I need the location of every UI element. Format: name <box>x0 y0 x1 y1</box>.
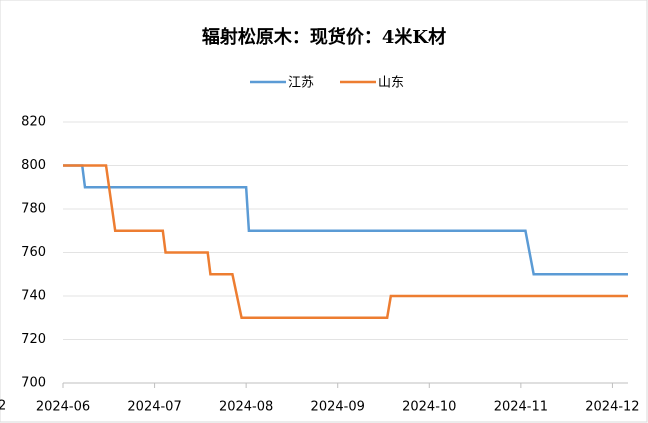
y-tick-label: 820 <box>21 115 46 130</box>
x-tick-label: 2024-12 <box>585 400 639 415</box>
x-tick-label: 2024-08 <box>219 400 273 415</box>
x-tick-label: 2024-06 <box>36 400 90 415</box>
y-tick-label: 720 <box>21 332 46 347</box>
legend-label: 江苏 <box>288 75 314 91</box>
x-tick-label: 2024-09 <box>311 400 365 415</box>
y-tick-label: 800 <box>21 158 46 173</box>
clipped-label: 2 <box>0 399 6 414</box>
y-tick-label: 740 <box>21 289 46 304</box>
y-tick-label: 780 <box>21 202 46 217</box>
y-tick-label: 700 <box>21 376 46 391</box>
x-tick-label: 2024-10 <box>402 400 456 415</box>
legend-label: 山东 <box>378 76 404 91</box>
series-line <box>63 164 628 319</box>
y-tick-label: 760 <box>21 245 46 260</box>
series-line <box>63 164 628 276</box>
x-tick-label: 2024-11 <box>494 400 548 415</box>
x-tick-label: 2024-07 <box>127 400 181 415</box>
chart-title: 辐射松原木：现货价：4米K材 <box>202 26 446 48</box>
